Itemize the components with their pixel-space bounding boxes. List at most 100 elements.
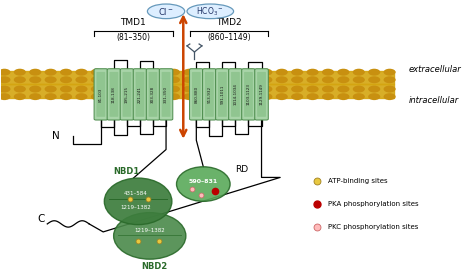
Text: 195-215: 195-215	[125, 86, 129, 103]
Circle shape	[60, 86, 72, 93]
Circle shape	[106, 76, 118, 83]
Text: 1103-1123: 1103-1123	[246, 83, 250, 105]
FancyBboxPatch shape	[218, 72, 227, 117]
Text: 1014-1034: 1014-1034	[234, 84, 237, 105]
Circle shape	[60, 93, 72, 100]
FancyBboxPatch shape	[257, 72, 266, 117]
FancyBboxPatch shape	[159, 69, 173, 120]
Circle shape	[0, 86, 10, 93]
Circle shape	[122, 76, 134, 83]
Circle shape	[106, 69, 118, 76]
Circle shape	[307, 86, 319, 93]
Circle shape	[75, 69, 88, 76]
Circle shape	[45, 69, 57, 76]
FancyBboxPatch shape	[94, 69, 108, 120]
FancyBboxPatch shape	[202, 69, 216, 120]
Text: PKC phosphorylation sites: PKC phosphorylation sites	[328, 224, 418, 230]
Circle shape	[91, 76, 103, 83]
Circle shape	[122, 86, 134, 93]
Text: NBD1: NBD1	[113, 167, 139, 176]
Circle shape	[0, 69, 10, 76]
Circle shape	[214, 93, 226, 100]
Circle shape	[276, 69, 288, 76]
Circle shape	[291, 69, 303, 76]
Circle shape	[168, 93, 180, 100]
Text: PKA phosphorylation sites: PKA phosphorylation sites	[328, 201, 418, 207]
Circle shape	[276, 76, 288, 83]
Circle shape	[322, 76, 334, 83]
Circle shape	[353, 76, 365, 83]
Circle shape	[383, 93, 396, 100]
Circle shape	[153, 76, 164, 83]
Circle shape	[322, 69, 334, 76]
Circle shape	[229, 86, 242, 93]
Circle shape	[291, 86, 303, 93]
Circle shape	[75, 76, 88, 83]
Text: 431–584: 431–584	[124, 191, 147, 196]
FancyBboxPatch shape	[231, 72, 240, 117]
Circle shape	[199, 86, 211, 93]
Circle shape	[75, 93, 88, 100]
FancyBboxPatch shape	[136, 72, 145, 117]
Text: (860–1149): (860–1149)	[207, 32, 251, 41]
Ellipse shape	[176, 167, 230, 201]
Circle shape	[214, 76, 226, 83]
FancyBboxPatch shape	[162, 72, 171, 117]
Text: (81–350): (81–350)	[117, 32, 150, 41]
Circle shape	[122, 93, 134, 100]
Circle shape	[291, 76, 303, 83]
Text: 860-880: 860-880	[194, 86, 198, 103]
FancyBboxPatch shape	[244, 72, 253, 117]
Circle shape	[214, 69, 226, 76]
Circle shape	[29, 86, 41, 93]
FancyBboxPatch shape	[192, 72, 201, 117]
Circle shape	[168, 76, 180, 83]
Text: HCO$_3$$^-$: HCO$_3$$^-$	[196, 5, 224, 17]
Circle shape	[307, 93, 319, 100]
Circle shape	[307, 69, 319, 76]
Circle shape	[91, 93, 103, 100]
Circle shape	[168, 86, 180, 93]
Circle shape	[368, 93, 380, 100]
Circle shape	[183, 93, 195, 100]
Circle shape	[29, 93, 41, 100]
Circle shape	[368, 86, 380, 93]
FancyBboxPatch shape	[107, 69, 120, 120]
Circle shape	[291, 93, 303, 100]
Text: 1129-1149: 1129-1149	[260, 84, 264, 105]
Circle shape	[153, 86, 164, 93]
Circle shape	[60, 69, 72, 76]
Text: 81-103: 81-103	[99, 87, 103, 102]
Circle shape	[137, 86, 149, 93]
FancyBboxPatch shape	[216, 69, 229, 120]
Circle shape	[14, 86, 26, 93]
Circle shape	[199, 76, 211, 83]
Circle shape	[45, 86, 57, 93]
Ellipse shape	[147, 4, 185, 19]
Text: 913-932: 913-932	[207, 86, 211, 103]
Circle shape	[276, 93, 288, 100]
Ellipse shape	[104, 178, 172, 225]
Circle shape	[322, 86, 334, 93]
Text: RD: RD	[235, 165, 248, 174]
Circle shape	[383, 69, 396, 76]
Circle shape	[0, 93, 10, 100]
Circle shape	[199, 93, 211, 100]
Circle shape	[45, 93, 57, 100]
Bar	[0, 71, 394, 84]
Text: 303-328: 303-328	[151, 86, 155, 103]
Circle shape	[383, 76, 396, 83]
Circle shape	[45, 76, 57, 83]
Circle shape	[245, 76, 257, 83]
Circle shape	[368, 69, 380, 76]
FancyBboxPatch shape	[120, 69, 134, 120]
Text: ATP-binding sites: ATP-binding sites	[328, 179, 387, 185]
Text: 221-241: 221-241	[138, 86, 142, 103]
Circle shape	[368, 76, 380, 83]
Text: extracellular: extracellular	[408, 65, 461, 74]
Circle shape	[337, 69, 349, 76]
Text: 991-1011: 991-1011	[220, 85, 224, 104]
FancyBboxPatch shape	[148, 72, 157, 117]
Text: TMD2: TMD2	[216, 18, 242, 27]
Circle shape	[137, 93, 149, 100]
